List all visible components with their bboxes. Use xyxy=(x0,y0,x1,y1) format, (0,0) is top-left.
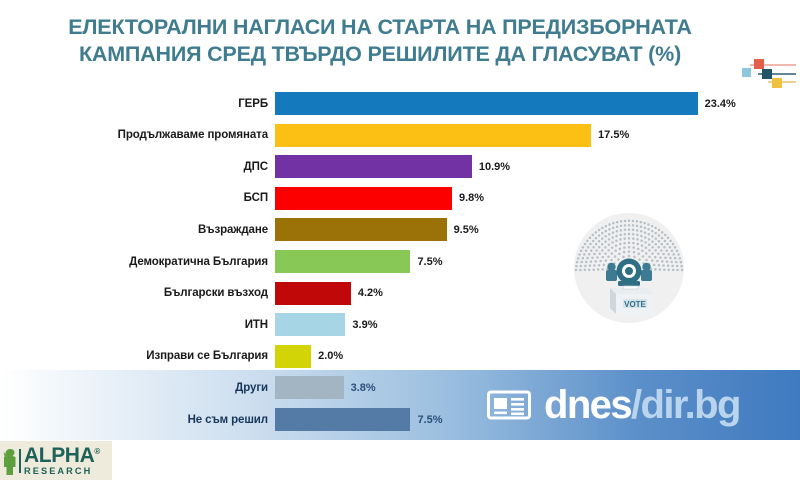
bar-track: 7.5% xyxy=(275,408,800,431)
bar-label: ГЕРБ xyxy=(238,97,268,110)
bar-fill xyxy=(275,123,592,147)
dnesdir-slash: / xyxy=(630,383,642,427)
bar-value-label: 9.5% xyxy=(453,223,479,236)
bar-track: 2.0% xyxy=(275,344,800,368)
bar-track: 4.2% xyxy=(275,281,800,305)
parliament-hemicycle-ballot-box-icon: VOTE xyxy=(574,213,684,323)
bar-value-label: 7.5% xyxy=(417,255,443,268)
bar-row: ГЕРБ 23.4% xyxy=(0,92,800,115)
bar-label: Демократична България xyxy=(129,255,268,268)
bar-track: 17.5% xyxy=(275,123,800,147)
dnesdir-word-dir: dir.bg xyxy=(640,383,741,427)
bar-fill xyxy=(275,408,411,431)
bar-row: Демократична България 7.5% xyxy=(0,250,800,273)
dnesdir-logo[interactable]: dnes/dir.bg xyxy=(487,379,741,431)
bar-fill xyxy=(275,92,698,115)
bar-row: Български възход 4.2% xyxy=(0,281,800,305)
bar-track: 9.8% xyxy=(275,186,800,210)
newspaper-icon xyxy=(487,390,531,420)
bar-row: ИТН 3.9% xyxy=(0,313,800,337)
bar-value-label: 23.4% xyxy=(704,97,736,110)
bar-label: Български възход xyxy=(163,287,268,300)
bar-label: Продължаваме промяната xyxy=(117,129,268,142)
dnesdir-word-dnes: dnes xyxy=(544,383,633,427)
bar-track: 10.9% xyxy=(275,155,800,179)
bar-chart: ГЕРБ 23.4% Продължаваме промяната 17.5% ДПС 1… xyxy=(0,92,800,440)
alpha-figure-icon xyxy=(3,448,16,475)
bar-fill xyxy=(275,218,447,242)
bar-fill xyxy=(275,281,351,305)
bar-fill xyxy=(275,155,472,179)
bar-fill xyxy=(275,186,452,210)
bar-label: Изправи се България xyxy=(146,350,268,363)
alpha-name: ALPHA® xyxy=(24,445,100,466)
alpha-research-logo[interactable]: ALPHA® RESEARCH xyxy=(0,441,112,480)
alpha-name-text: ALPHA xyxy=(24,443,95,467)
bar-value-label: 4.2% xyxy=(357,287,383,300)
alpha-wordmark: ALPHA® RESEARCH xyxy=(24,445,100,476)
bar-value-label: 3.8% xyxy=(350,381,376,394)
bar-track: 9.5% xyxy=(275,218,800,242)
bar-label: Възраждане xyxy=(197,223,268,236)
bar-value-label: 17.5% xyxy=(598,129,630,142)
bar-value-label: 7.5% xyxy=(417,413,443,426)
bar-value-label: 2.0% xyxy=(318,350,344,363)
dnesdir-wordmark: dnes/dir.bg xyxy=(544,383,741,427)
alpha-divider xyxy=(19,448,21,473)
bar-row: ДПС 10.9% xyxy=(0,155,800,179)
bar-label: ИТН xyxy=(244,318,268,331)
bar-label: ДПС xyxy=(243,160,269,173)
bar-row: Други 3.8% xyxy=(0,376,800,400)
bar-value-label: 3.9% xyxy=(352,318,378,331)
bar-track: 23.4% xyxy=(275,92,800,115)
bar-value-label: 9.8% xyxy=(458,192,485,205)
bar-track: 3.8% xyxy=(275,376,800,400)
bar-label: Не съм решил xyxy=(187,413,269,426)
bar-row: Продължаваме промяната 17.5% xyxy=(0,123,800,147)
bar-fill xyxy=(275,313,346,337)
bar-fill xyxy=(275,344,312,368)
bar-row: Изправи се България 2.0% xyxy=(0,344,800,368)
bar-fill xyxy=(275,376,344,400)
registered-mark-icon: ® xyxy=(94,446,100,456)
bar-row: Не съм решил 7.5% xyxy=(0,408,800,431)
bar-track: 3.9% xyxy=(275,313,800,337)
bar-fill xyxy=(275,250,411,273)
bar-row: БСП 9.8% xyxy=(0,186,800,210)
svg-text:VOTE: VOTE xyxy=(624,300,646,309)
alpha-subtitle: RESEARCH xyxy=(24,465,93,476)
bar-row: Възраждане 9.5% xyxy=(0,218,800,242)
bar-label: Други xyxy=(235,381,268,394)
bar-label: БСП xyxy=(243,192,268,205)
bar-value-label: 10.9% xyxy=(478,160,511,173)
page-title: ЕЛЕКТОРАЛНИ НАГЛАСИ НА СТАРТА НА ПРЕДИЗБ… xyxy=(68,15,692,66)
mini-bar-chart-decoration-icon xyxy=(742,59,796,88)
bar-track: 7.5% xyxy=(275,250,800,273)
